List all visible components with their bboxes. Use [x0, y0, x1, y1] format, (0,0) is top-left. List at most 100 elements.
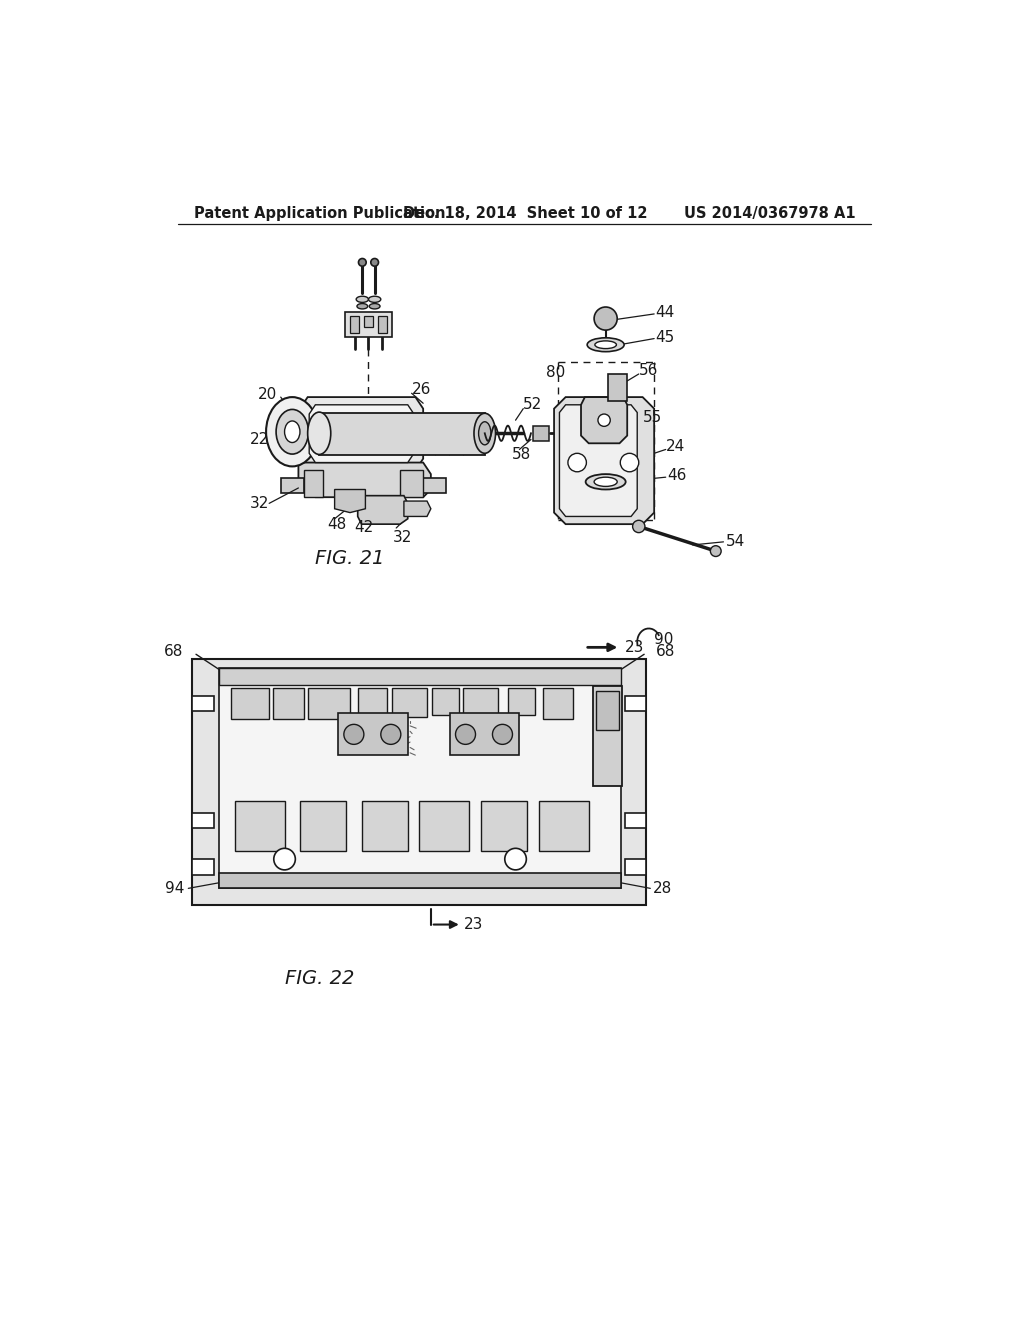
Text: 46: 46 — [668, 469, 687, 483]
Polygon shape — [357, 496, 408, 524]
Bar — [357, 688, 387, 715]
Circle shape — [621, 453, 639, 471]
Circle shape — [505, 849, 526, 870]
Bar — [463, 688, 498, 718]
Text: 94: 94 — [165, 880, 184, 896]
Bar — [543, 688, 573, 719]
Text: +: + — [385, 729, 396, 743]
Text: 23: 23 — [625, 640, 644, 655]
Polygon shape — [304, 470, 323, 498]
Polygon shape — [378, 317, 387, 333]
Text: 80: 80 — [547, 364, 565, 380]
Text: 32: 32 — [392, 529, 412, 545]
Ellipse shape — [357, 304, 368, 309]
Bar — [508, 688, 535, 715]
Polygon shape — [554, 397, 654, 524]
Bar — [230, 688, 269, 719]
Polygon shape — [193, 813, 214, 829]
Polygon shape — [281, 478, 304, 494]
Polygon shape — [193, 859, 214, 875]
Bar — [532, 425, 550, 441]
Polygon shape — [300, 397, 423, 470]
Text: +: + — [497, 729, 508, 743]
Polygon shape — [608, 374, 628, 401]
Circle shape — [598, 414, 610, 426]
Polygon shape — [335, 490, 366, 512]
Circle shape — [633, 520, 645, 532]
Ellipse shape — [474, 413, 496, 453]
Text: 23: 23 — [464, 917, 483, 932]
Text: 26: 26 — [412, 381, 431, 397]
Polygon shape — [193, 696, 214, 711]
Bar — [300, 801, 346, 851]
Bar — [593, 686, 622, 785]
Circle shape — [493, 725, 512, 744]
Bar — [419, 801, 469, 851]
Polygon shape — [423, 478, 446, 494]
Text: 20: 20 — [258, 387, 276, 403]
Polygon shape — [350, 317, 359, 333]
Text: 22: 22 — [250, 432, 269, 447]
Circle shape — [381, 725, 400, 744]
Text: 68: 68 — [655, 644, 675, 659]
Polygon shape — [219, 668, 621, 888]
Bar — [392, 688, 427, 718]
Text: 68: 68 — [164, 644, 183, 659]
Bar — [539, 801, 589, 851]
Circle shape — [371, 259, 379, 267]
Bar — [339, 713, 408, 755]
Ellipse shape — [478, 422, 490, 445]
Text: 90: 90 — [654, 632, 674, 647]
Text: 58: 58 — [512, 446, 531, 462]
Polygon shape — [309, 405, 414, 462]
Text: 55: 55 — [643, 409, 662, 425]
Text: 44: 44 — [655, 305, 675, 319]
Text: +: + — [460, 729, 471, 743]
Bar — [451, 713, 519, 755]
Text: 24: 24 — [666, 438, 685, 454]
Text: +: + — [348, 729, 359, 743]
Text: 56: 56 — [639, 363, 658, 379]
Circle shape — [568, 453, 587, 471]
Polygon shape — [345, 313, 391, 337]
Polygon shape — [559, 405, 637, 516]
Bar — [273, 688, 304, 719]
Bar — [361, 801, 408, 851]
Text: 28: 28 — [652, 880, 672, 896]
Ellipse shape — [285, 421, 300, 442]
Text: 54: 54 — [726, 535, 745, 549]
Text: Patent Application Publication: Patent Application Publication — [194, 206, 445, 222]
Polygon shape — [319, 412, 484, 455]
Ellipse shape — [307, 412, 331, 454]
Polygon shape — [364, 317, 373, 327]
Bar — [219, 668, 621, 685]
Ellipse shape — [370, 304, 380, 309]
Circle shape — [273, 849, 295, 870]
Ellipse shape — [266, 397, 318, 466]
Circle shape — [344, 725, 364, 744]
Circle shape — [594, 308, 617, 330]
Circle shape — [711, 545, 721, 557]
Ellipse shape — [356, 296, 369, 302]
Polygon shape — [193, 659, 646, 906]
Bar — [234, 801, 285, 851]
Polygon shape — [400, 470, 423, 498]
Ellipse shape — [276, 409, 308, 454]
Polygon shape — [403, 502, 431, 516]
Text: 45: 45 — [655, 330, 675, 345]
Text: FIG. 22: FIG. 22 — [285, 969, 354, 987]
Bar — [432, 688, 460, 715]
Ellipse shape — [595, 341, 616, 348]
Polygon shape — [625, 696, 646, 711]
Text: US 2014/0367978 A1: US 2014/0367978 A1 — [684, 206, 856, 222]
Polygon shape — [298, 462, 431, 506]
Circle shape — [358, 259, 367, 267]
Ellipse shape — [587, 338, 625, 351]
Polygon shape — [625, 813, 646, 829]
Text: 32: 32 — [250, 496, 269, 511]
Ellipse shape — [586, 474, 626, 490]
Text: FIG. 21: FIG. 21 — [315, 549, 385, 569]
Bar — [307, 688, 350, 719]
Bar — [481, 801, 527, 851]
Text: 48: 48 — [327, 516, 346, 532]
